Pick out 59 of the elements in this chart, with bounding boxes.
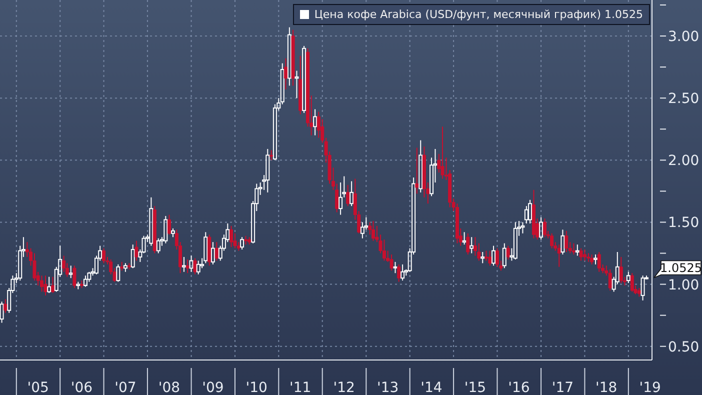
- candlestick: [418, 140, 423, 193]
- x-tick-label: '10: [246, 380, 268, 395]
- y-tick-label: 2.50: [668, 91, 700, 108]
- x-tick-label: '19: [639, 380, 661, 395]
- x-tick-label: '06: [70, 380, 93, 395]
- x-tick-label: '16: [508, 380, 530, 395]
- candlestick: [335, 183, 339, 213]
- candlestick: [440, 126, 444, 180]
- candlestick: [44, 275, 48, 296]
- candlestick: [524, 206, 528, 224]
- candlestick: [4, 298, 8, 314]
- x-tick-label: '18: [596, 380, 618, 395]
- x-tick-label: '15: [464, 380, 486, 395]
- x-tick-label: '08: [158, 380, 180, 395]
- candlestick: [186, 258, 190, 274]
- candlestick: [233, 232, 237, 249]
- candlestick: [564, 230, 568, 252]
- candlestick: [127, 262, 131, 270]
- candlestick: [338, 182, 343, 216]
- legend-label: Цена кофе Arabica (USD/фунт, месячный график) 1.0525: [314, 8, 643, 21]
- x-tick-label: '14: [420, 380, 442, 395]
- candlestick: [313, 108, 318, 136]
- y-tick-label: 1.50: [668, 215, 700, 232]
- x-tick-label: '07: [114, 380, 136, 395]
- candlestick: [368, 222, 372, 236]
- candlestick: [306, 48, 310, 128]
- y-tick-label: 1.00: [668, 277, 700, 294]
- y-tick-label: 0.50: [668, 339, 700, 356]
- x-tick-label: '13: [376, 380, 399, 395]
- y-tick-label: 2.00: [668, 153, 700, 170]
- x-tick-label: '11: [289, 380, 312, 395]
- candlestick: [244, 235, 248, 246]
- candlestick: [236, 242, 240, 252]
- x-tick-label: '17: [552, 380, 574, 395]
- candlestick: [532, 189, 536, 239]
- x-tick-label: '09: [202, 380, 224, 395]
- candlestick: [422, 146, 426, 198]
- x-tick-label: '12: [333, 380, 355, 395]
- y-tick-label: 3.00: [668, 29, 700, 45]
- candlestick: [371, 220, 375, 242]
- candlestick: [316, 111, 320, 138]
- candlestick: [456, 203, 459, 244]
- candlestick: [473, 236, 477, 256]
- candlestick: [270, 150, 274, 161]
- candlestick: [586, 252, 590, 262]
- candlestick: [287, 26, 292, 86]
- candlestick: [520, 222, 525, 234]
- candlestick: [360, 222, 364, 239]
- candlestick: [182, 256, 186, 272]
- candlestick: [40, 275, 44, 292]
- candlestick: [193, 258, 197, 275]
- candlestick: [65, 262, 69, 278]
- candlestick: [284, 58, 288, 90]
- candlestick: [189, 255, 194, 272]
- candlestick: [230, 225, 234, 248]
- candlestick: [62, 255, 66, 272]
- candlestick: [480, 252, 485, 264]
- x-tick-label: '05: [27, 380, 49, 395]
- candlestick: [25, 242, 29, 258]
